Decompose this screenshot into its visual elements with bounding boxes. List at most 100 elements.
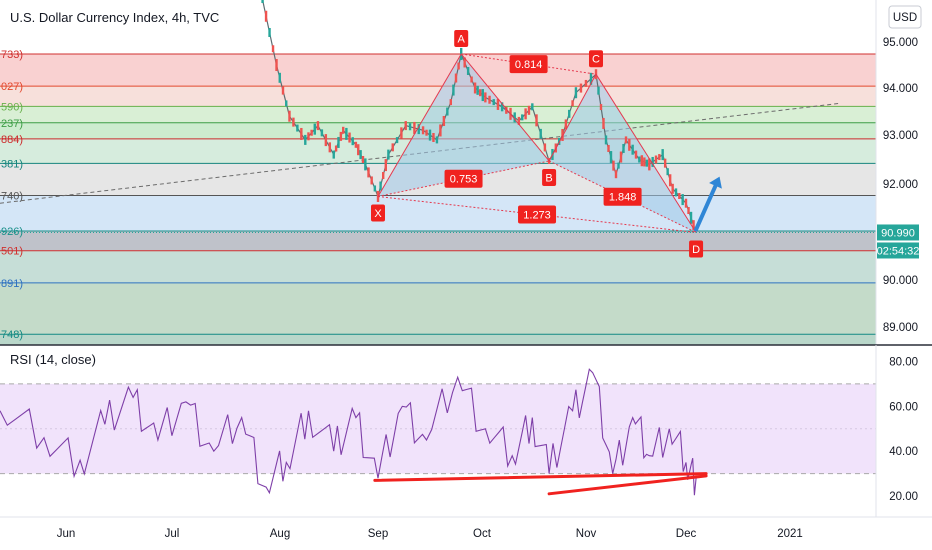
countdown-tag (877, 242, 919, 259)
candle (446, 107, 449, 116)
candle (687, 207, 690, 215)
candle (628, 138, 631, 151)
rsi-title: RSI (14, close) (10, 352, 96, 367)
candle (449, 99, 452, 106)
time-axis[interactable]: Jun Jul Aug Sep Oct Nov Dec 2021 (0, 516, 932, 540)
candle (571, 100, 574, 107)
candle (561, 129, 564, 141)
fib-zone (0, 195, 876, 232)
candle (500, 102, 504, 112)
time-tick-label: Jun (57, 528, 76, 540)
price-tick-label: 90.000 (883, 275, 918, 287)
rsi-divergence-lines[interactable] (373, 472, 708, 496)
projection-arrow[interactable] (694, 176, 722, 232)
point-label: A (458, 33, 466, 45)
price-axis[interactable]: USD 95.000 94.000 93.000 92.000 90.000 89.000… (0, 0, 922, 345)
point-label-box (542, 168, 557, 186)
candle (361, 156, 365, 163)
candle (612, 160, 615, 171)
pattern-leg[interactable] (595, 73, 697, 233)
price-tick-label: 93.000 (883, 130, 918, 142)
rsi-line (0, 368, 697, 496)
candle (292, 117, 295, 127)
point-label: D (692, 244, 700, 256)
rsi-tick-label: 40.00 (889, 446, 918, 458)
price-tick-label: 94.000 (883, 83, 918, 95)
candle (261, 0, 264, 3)
candle (505, 106, 508, 114)
candle (479, 89, 482, 97)
pattern-point-labels: X A B C D (371, 29, 704, 258)
currency-label: USD (893, 12, 917, 24)
candle (579, 83, 583, 93)
candle (417, 124, 420, 135)
rsi-divergence-line[interactable] (373, 472, 708, 482)
candle (568, 109, 571, 118)
rsi-pane[interactable]: RSI (14, close) 80.00 60.00 40.00 20.00 (0, 345, 918, 517)
candle (684, 198, 688, 208)
candle (668, 174, 672, 187)
ratio-label-box (603, 187, 642, 206)
candle (584, 79, 588, 87)
candle (387, 149, 390, 160)
candle (373, 185, 377, 192)
price-pane[interactable]: 733)027)590)237)884)381)740)926)501)891)… (0, 0, 876, 345)
candle (428, 129, 432, 141)
fib-level-label: 381) (1, 158, 23, 170)
ratio-label: 0.753 (450, 174, 478, 186)
candle (622, 143, 625, 153)
candle (609, 151, 613, 164)
candle (400, 127, 403, 139)
projection-arrow-head[interactable] (709, 176, 722, 189)
candle (404, 121, 407, 131)
fib-zone (0, 53, 876, 87)
ratio-label: 1.273 (523, 209, 551, 221)
pattern-leg[interactable] (460, 53, 550, 162)
candle (275, 59, 278, 71)
time-tick-label: Sep (368, 528, 388, 540)
candle (271, 45, 275, 53)
candle (624, 136, 628, 144)
candle (648, 158, 651, 171)
candle (651, 156, 654, 167)
candle (304, 134, 307, 145)
pattern-leg[interactable] (377, 53, 462, 197)
point-label-box (589, 50, 603, 68)
candle (574, 87, 578, 99)
candle (334, 145, 338, 152)
candle (473, 82, 477, 94)
pattern-ratio-connector[interactable] (377, 160, 550, 197)
fib-level-label: 740) (1, 191, 23, 203)
candle (439, 124, 442, 137)
price-tick-label: 95.000 (883, 37, 918, 49)
price-tick-label: 92.000 (883, 179, 918, 191)
candle (661, 149, 664, 161)
projection-arrow-shaft[interactable] (694, 183, 718, 232)
candle (607, 144, 610, 152)
currency-box[interactable] (888, 5, 922, 29)
rsi-tick-label: 60.00 (889, 401, 918, 413)
candle (681, 194, 684, 206)
candle (463, 57, 466, 68)
fib-level-label: 590) (1, 101, 23, 113)
fib-level-label: 027) (1, 81, 23, 93)
pattern-leg[interactable] (548, 73, 597, 162)
candle (484, 92, 487, 103)
candle (597, 86, 600, 95)
candle (320, 129, 324, 137)
time-tick-labels: Jun Jul Aug Sep Oct Nov Dec 2021 (57, 528, 803, 540)
rsi-divergence-line[interactable] (547, 474, 708, 496)
point-label-box (371, 204, 385, 222)
candle (634, 150, 638, 159)
candle (654, 155, 658, 164)
rsi-tick-labels: 80.00 60.00 40.00 20.00 (889, 356, 918, 503)
candle (614, 170, 618, 179)
triangle-xab (378, 53, 550, 197)
candle (324, 134, 328, 147)
candle (466, 66, 470, 75)
point-label-box (689, 240, 704, 258)
candle (539, 128, 542, 139)
candle (345, 127, 348, 140)
fib-level-label: 237) (1, 118, 23, 130)
